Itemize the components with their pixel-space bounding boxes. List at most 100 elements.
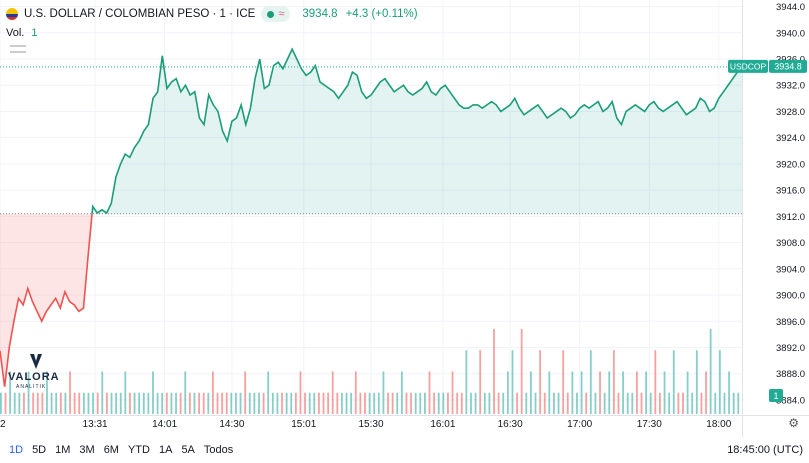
y-tick-label: 3916.0 — [776, 186, 805, 197]
volume-bar — [147, 392, 150, 414]
range-ytd[interactable]: YTD — [127, 444, 150, 456]
volume-bar — [327, 392, 330, 414]
volume-bar — [465, 350, 468, 414]
volume-bar — [258, 392, 260, 414]
volume-bar — [230, 392, 233, 414]
volume-bar — [576, 392, 578, 414]
volume-bar — [571, 371, 574, 414]
volume-bar — [382, 371, 385, 414]
price-change: +4.3 (+0.11%) — [345, 8, 418, 20]
volume-bar — [428, 371, 431, 414]
range-todos[interactable]: Todos — [203, 444, 234, 456]
clock: 18:45:00 (UTC) — [727, 444, 803, 456]
range-selector: 1D 5D 1M 3M 6M YTD 1A 5A Todos — [0, 444, 233, 456]
y-tick-label: 3944.0 — [776, 2, 805, 13]
volume-bar — [364, 392, 366, 414]
x-tick-label: 18:00 — [706, 419, 731, 430]
price-tag-bg — [769, 59, 807, 73]
colombia-flag-icon — [6, 8, 18, 20]
volume-bar — [262, 392, 265, 414]
volume-value: 1 — [31, 27, 38, 39]
volume-bar — [267, 371, 270, 414]
volume-bar — [506, 371, 509, 414]
volume-bar — [424, 392, 426, 414]
volume-bar — [193, 392, 196, 414]
volume-bar — [82, 392, 85, 414]
x-tick-label: 16:01 — [430, 419, 455, 430]
x-tick-label: 17:00 — [567, 419, 592, 430]
volume-bar — [119, 392, 122, 414]
valora-logo-icon — [30, 354, 42, 369]
volume-bar — [585, 392, 588, 414]
volume-bar — [553, 392, 555, 414]
volume-bar — [46, 371, 48, 414]
y-tick-label: 3924.0 — [776, 133, 805, 144]
symbol-tag: USDCOP — [730, 61, 767, 71]
y-tick-label: 3884.0 — [776, 395, 805, 406]
symbol-title[interactable]: U.S. DOLLAR / COLOMBIAN PESO · 1 · ICE — [24, 8, 256, 20]
volume-bar — [281, 392, 283, 414]
y-tick-label: 3912.0 — [776, 212, 805, 223]
volume-bar — [152, 371, 154, 414]
volume-bar — [663, 371, 666, 414]
volume-bar — [649, 392, 652, 414]
price-line-above[interactable] — [0, 47, 742, 387]
x-tick-label: 13:31 — [83, 419, 108, 430]
volume-bar — [359, 392, 362, 414]
volume-bar — [677, 392, 680, 414]
volume-bar — [133, 392, 136, 414]
range-6m[interactable]: 6M — [103, 444, 119, 456]
volume-bar — [502, 392, 505, 414]
volume-bar — [525, 392, 528, 414]
range-1m[interactable]: 1M — [55, 444, 71, 456]
range-1d[interactable]: 1D — [9, 444, 24, 456]
volume-bar — [212, 371, 214, 414]
x-tick-label: 14:01 — [152, 419, 177, 430]
range-3m[interactable]: 3M — [79, 444, 95, 456]
volume-bar — [447, 392, 449, 414]
volume-bar — [165, 392, 168, 414]
market-open-dot-icon — [267, 10, 275, 18]
market-status-badge[interactable]: ≈ — [261, 6, 291, 22]
logo-sub: ANALITIK — [16, 384, 47, 390]
range-5d[interactable]: 5D — [32, 444, 47, 456]
y-tick-label: 3920.0 — [776, 159, 805, 170]
volume-bar — [73, 392, 76, 414]
volume-bar — [106, 392, 108, 414]
y-tick-label: 3904.0 — [776, 264, 805, 275]
volume-bar — [23, 392, 25, 414]
volume-bar — [129, 392, 131, 414]
volume-bar — [92, 392, 94, 414]
volume-tag-bg — [769, 389, 783, 402]
range-5a[interactable]: 5A — [181, 444, 195, 456]
volume-bar — [299, 371, 302, 414]
volume-bar — [562, 350, 565, 414]
volume-bar — [239, 392, 242, 414]
volume-bar — [41, 392, 44, 414]
volume-bar — [400, 371, 403, 414]
volume-bar — [313, 392, 316, 414]
volume-bar — [9, 371, 12, 414]
volume-bar — [248, 392, 251, 414]
range-1a[interactable]: 1A — [158, 444, 173, 456]
area-fill-below — [0, 213, 742, 387]
volume-bar — [110, 392, 113, 414]
menu-lines-icon[interactable] — [10, 44, 26, 56]
y-tick-label: 3928.0 — [776, 107, 805, 118]
volume-bar — [18, 392, 21, 414]
volume-bar — [405, 392, 408, 414]
volume-bar — [285, 392, 288, 414]
settings-gear-icon[interactable]: ⚙ — [788, 416, 799, 430]
volume-bar — [723, 392, 726, 414]
volume-bar — [631, 392, 634, 414]
symbol-tag-bg — [728, 59, 768, 73]
x-tick-label: 2 — [0, 419, 6, 430]
last-price: 3934.8 — [302, 8, 338, 20]
volume-bar — [64, 392, 67, 414]
volume-bar — [728, 371, 730, 414]
volume-bar — [161, 392, 164, 414]
y-tick-label: 3900.0 — [776, 291, 805, 302]
volume-bar — [101, 371, 104, 414]
volume-bar — [705, 371, 707, 414]
